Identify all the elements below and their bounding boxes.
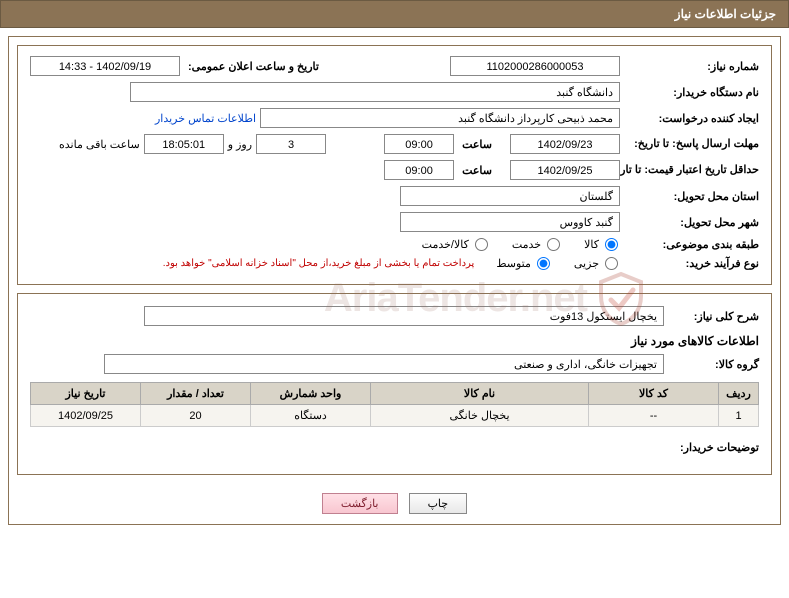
form-section: شماره نیاز: 1102000286000053 تاریخ و ساع… <box>17 45 772 285</box>
min-validity-label: حداقل تاریخ اعتبار قیمت: تا تاریخ: <box>624 164 759 176</box>
row-reply-deadline: مهلت ارسال پاسخ: تا تاریخ: 1402/09/23 سا… <box>30 134 759 154</box>
radio-medium-label: متوسط <box>496 257 531 270</box>
requester-value: محمد ذبیحی کارپرداز دانشگاه گنبد <box>260 108 620 128</box>
back-button[interactable]: بازگشت <box>322 493 398 514</box>
reply-date: 1402/09/23 <box>510 134 620 154</box>
radio-medium[interactable] <box>537 257 550 270</box>
group-label: گروه کالا: <box>664 358 759 371</box>
buyer-notes-label: توضیحات خریدار: <box>30 441 759 454</box>
announce-label: تاریخ و ساعت اعلان عمومی: <box>184 60 319 73</box>
time-label-2: ساعت <box>458 164 492 177</box>
goods-info-label: اطلاعات کالاهای مورد نیاز <box>30 334 759 348</box>
province-value: گلستان <box>400 186 620 206</box>
cell-unit: دستگاه <box>251 405 371 427</box>
description-section: شرح کلی نیاز: یخچال ایستکول 13فوت اطلاعا… <box>17 293 772 475</box>
th-unit: واحد شمارش <box>251 383 371 405</box>
reply-deadline-label: مهلت ارسال پاسخ: تا تاریخ: <box>624 138 759 150</box>
reply-time: 09:00 <box>384 134 454 154</box>
main-container: شماره نیاز: 1102000286000053 تاریخ و ساع… <box>8 36 781 525</box>
row-requester: ایجاد کننده درخواست: محمد ذبیحی کارپرداز… <box>30 108 759 128</box>
category-radio-group: کالا خدمت کالا/خدمت <box>404 238 620 251</box>
radio-minor-label: جزیی <box>574 257 599 270</box>
row-buyer-org: نام دستگاه خریدار: دانشگاه گنبد <box>30 82 759 102</box>
row-category: طبقه بندی موضوعی: کالا خدمت کالا/خدمت <box>30 238 759 251</box>
th-name: نام کالا <box>371 383 589 405</box>
radio-service-label: خدمت <box>512 238 541 251</box>
group-value: تجهیزات خانگی، اداری و صنعتی <box>104 354 664 374</box>
th-row: ردیف <box>719 383 759 405</box>
cell-name: یخچال خانگی <box>371 405 589 427</box>
category-label: طبقه بندی موضوعی: <box>624 238 759 251</box>
purchase-note: پرداخت تمام یا بخشی از مبلغ خرید،از محل … <box>163 258 475 269</box>
cell-code: -- <box>589 405 719 427</box>
min-validity-date: 1402/09/25 <box>510 160 620 180</box>
remain-time: 18:05:01 <box>144 134 224 154</box>
time-label-1: ساعت <box>458 138 492 151</box>
goods-table: ردیف کد کالا نام کالا واحد شمارش تعداد /… <box>30 382 759 427</box>
row-min-validity: حداقل تاریخ اعتبار قیمت: تا تاریخ: 1402/… <box>30 160 759 180</box>
cell-row: 1 <box>719 405 759 427</box>
page-header: جزئیات اطلاعات نیاز <box>0 0 789 28</box>
need-no-value: 1102000286000053 <box>450 56 620 76</box>
buyer-org-value: دانشگاه گنبد <box>130 82 620 102</box>
radio-goods-label: کالا <box>584 238 599 251</box>
days-value: 3 <box>256 134 326 154</box>
contact-link[interactable]: اطلاعات تماس خریدار <box>155 112 256 125</box>
requester-label: ایجاد کننده درخواست: <box>624 112 759 125</box>
print-button[interactable]: چاپ <box>409 493 468 514</box>
row-province: استان محل تحویل: گلستان <box>30 186 759 206</box>
radio-minor[interactable] <box>605 257 618 270</box>
cell-need-date: 1402/09/25 <box>31 405 141 427</box>
radio-goods-service-label: کالا/خدمت <box>422 238 469 251</box>
desc-title-value: یخچال ایستکول 13فوت <box>144 306 664 326</box>
radio-goods[interactable] <box>605 238 618 251</box>
radio-service[interactable] <box>547 238 560 251</box>
remain-label: ساعت باقی مانده <box>59 138 140 151</box>
min-validity-time: 09:00 <box>384 160 454 180</box>
th-code: کد کالا <box>589 383 719 405</box>
goods-table-wrap: ردیف کد کالا نام کالا واحد شمارش تعداد /… <box>30 382 759 427</box>
radio-goods-service[interactable] <box>475 238 488 251</box>
page-title: جزئیات اطلاعات نیاز <box>675 7 776 21</box>
th-need-date: تاریخ نیاز <box>31 383 141 405</box>
city-value: گنبد کاووس <box>400 212 620 232</box>
actions-bar: چاپ بازگشت <box>9 483 780 524</box>
th-qty: تعداد / مقدار <box>141 383 251 405</box>
announce-value: 1402/09/19 - 14:33 <box>30 56 180 76</box>
row-city: شهر محل تحویل: گنبد کاووس <box>30 212 759 232</box>
desc-title-label: شرح کلی نیاز: <box>664 310 759 323</box>
buyer-org-label: نام دستگاه خریدار: <box>624 86 759 99</box>
days-and-label: روز و <box>228 138 252 151</box>
purchase-type-label: نوع فرآیند خرید: <box>624 257 759 270</box>
table-row: 1--یخچال خانگیدستگاه201402/09/25 <box>31 405 759 427</box>
province-label: استان محل تحویل: <box>624 190 759 203</box>
row-need-no: شماره نیاز: 1102000286000053 تاریخ و ساع… <box>30 56 759 76</box>
cell-qty: 20 <box>141 405 251 427</box>
purchase-type-radio-group: جزیی متوسط <box>478 257 620 270</box>
need-no-label: شماره نیاز: <box>624 60 759 73</box>
row-purchase-type: نوع فرآیند خرید: جزیی متوسط پرداخت تمام … <box>30 257 759 270</box>
city-label: شهر محل تحویل: <box>624 216 759 229</box>
